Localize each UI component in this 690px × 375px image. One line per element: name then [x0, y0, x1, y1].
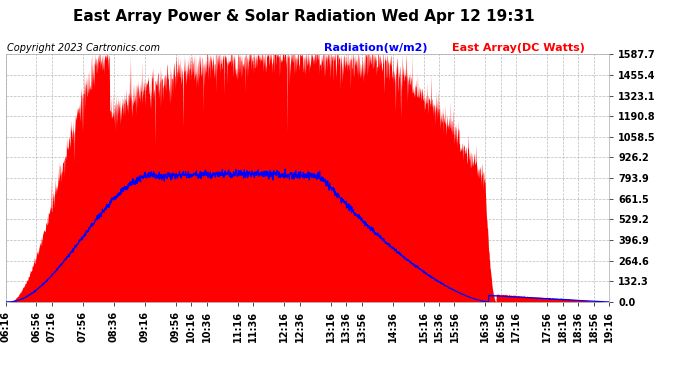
Text: Radiation(w/m2): Radiation(w/m2) — [324, 43, 428, 53]
Text: East Array(DC Watts): East Array(DC Watts) — [452, 43, 585, 53]
Text: East Array Power & Solar Radiation Wed Apr 12 19:31: East Array Power & Solar Radiation Wed A… — [72, 9, 535, 24]
Text: Copyright 2023 Cartronics.com: Copyright 2023 Cartronics.com — [7, 43, 160, 53]
